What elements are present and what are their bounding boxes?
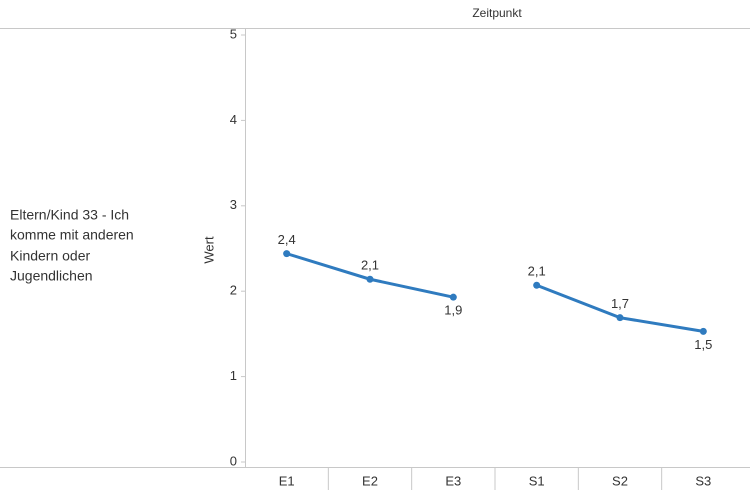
x-tick-label: E2 bbox=[362, 473, 378, 488]
x-tick-label: S2 bbox=[612, 473, 628, 488]
point bbox=[616, 314, 624, 322]
row-header: Jugendlichen bbox=[10, 268, 93, 284]
point bbox=[366, 275, 374, 283]
y-tick-label: 3 bbox=[230, 197, 237, 212]
point bbox=[283, 250, 291, 258]
y-tick-label: 1 bbox=[230, 368, 237, 383]
point bbox=[699, 327, 707, 335]
y-tick-label: 0 bbox=[230, 453, 237, 468]
x-tick-label: S1 bbox=[529, 473, 545, 488]
x-tick-label: E1 bbox=[279, 473, 295, 488]
column-header: Zeitpunkt bbox=[472, 6, 522, 20]
data-label: 2,1 bbox=[361, 258, 379, 273]
row-header: komme mit anderen bbox=[10, 227, 134, 243]
data-label: 1,5 bbox=[694, 337, 712, 352]
data-label: 2,1 bbox=[528, 264, 546, 279]
y-axis-label: Wert bbox=[201, 236, 216, 264]
y-tick-label: 5 bbox=[230, 26, 237, 41]
y-tick-label: 2 bbox=[230, 283, 237, 298]
x-tick-label: S3 bbox=[695, 473, 711, 488]
data-label: 1,7 bbox=[611, 296, 629, 311]
x-tick-label: E3 bbox=[445, 473, 461, 488]
data-label: 1,9 bbox=[444, 303, 462, 318]
row-header: Eltern/Kind 33 - Ich bbox=[10, 207, 129, 223]
y-tick-label: 4 bbox=[230, 112, 237, 127]
row-header: Kindern oder bbox=[10, 248, 91, 264]
point bbox=[533, 281, 541, 289]
point bbox=[449, 293, 457, 301]
data-label: 2,4 bbox=[278, 232, 296, 247]
